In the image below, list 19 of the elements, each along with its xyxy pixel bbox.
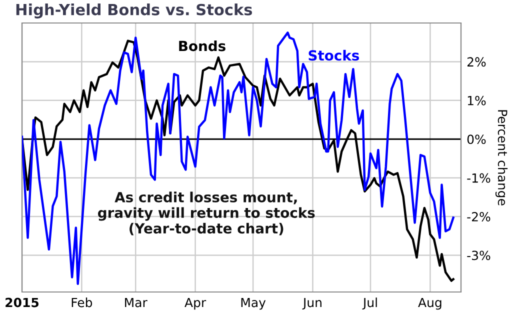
x-tick-label: Jun — [302, 298, 322, 310]
y-tick-label: 0% — [467, 134, 486, 144]
x-tick-label: 2015 — [6, 298, 39, 308]
annotation: As credit losses mount, gravity will return to stocks (Year-to-date chart) — [98, 192, 315, 236]
series-label: Bonds — [179, 40, 226, 52]
y-tick-label: 2% — [467, 57, 486, 67]
chart-title: High-Yield Bonds vs. Stocks — [16, 4, 252, 18]
x-tick-label: Aug — [418, 298, 442, 310]
x-tick-label: May — [241, 298, 266, 310]
x-tick-label: Jul — [362, 298, 377, 310]
x-tick-label: Apr — [184, 298, 206, 310]
x-tick-label: Feb — [72, 298, 92, 308]
series-label: Stocks — [308, 50, 359, 61]
y-axis-title: Percent change — [495, 110, 508, 206]
y-tick-label: -1% — [467, 173, 490, 183]
y-tick-label: 1% — [468, 96, 486, 106]
y-tick-label: -3% — [467, 250, 490, 260]
y-tick-label: -2% — [467, 212, 490, 222]
x-tick-label: Mar — [125, 298, 148, 308]
